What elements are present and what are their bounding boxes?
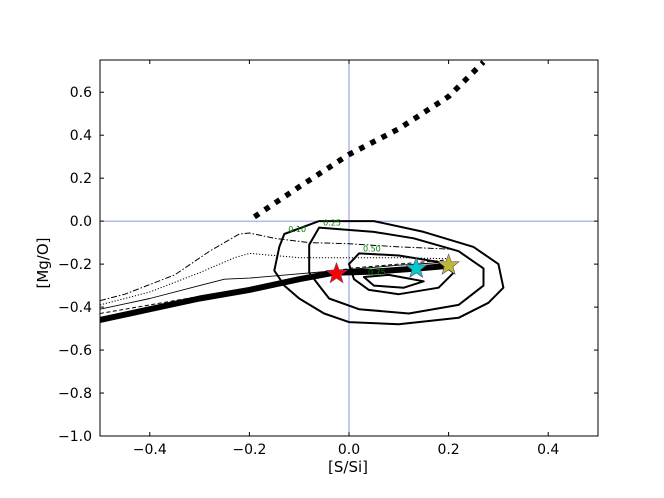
x-tick-label: −0.4 xyxy=(133,442,167,458)
y-axis-label: [Mg/O] xyxy=(34,237,52,288)
density-contour-0.25 xyxy=(308,226,485,315)
density-contour-0.10 xyxy=(273,220,505,326)
x-tick-label: −0.2 xyxy=(232,442,266,458)
contour-label-0.75: 0.75 xyxy=(368,268,386,277)
density-contour-0.75 xyxy=(362,273,425,289)
contour-label-0.10: 0.10 xyxy=(288,225,306,234)
model-curve-thick-dotted xyxy=(252,60,486,220)
y-tick-label: −0.8 xyxy=(58,386,92,402)
contour-label-0.25: 0.25 xyxy=(323,219,341,228)
x-axis-label: [S/Si] xyxy=(328,458,368,476)
y-tick-label: −0.6 xyxy=(58,343,92,359)
model-curve-dashed xyxy=(100,259,449,314)
y-tick-label: −0.2 xyxy=(58,257,92,273)
contour-label-0.50: 0.50 xyxy=(363,244,381,253)
y-tick-label: 0.0 xyxy=(70,214,92,230)
model-curve-dashdot xyxy=(100,232,449,302)
y-tick-label: 0.4 xyxy=(70,128,92,144)
x-tick-label: 0.2 xyxy=(437,442,459,458)
x-tick-label: 0.4 xyxy=(537,442,559,458)
model-curve-thin-solid xyxy=(100,261,449,310)
plot-frame xyxy=(99,59,599,437)
y-tick-label: 0.2 xyxy=(70,171,92,187)
y-tick-label: −1.0 xyxy=(58,429,92,445)
x-tick-label: 0.0 xyxy=(338,442,360,458)
star-marker xyxy=(404,256,428,279)
model-curve-thick-solid xyxy=(100,263,444,323)
model-curve-dotted xyxy=(100,252,449,306)
density-contour-0.50 xyxy=(348,252,455,296)
y-tick-label: 0.6 xyxy=(70,85,92,101)
star-marker xyxy=(325,261,348,284)
y-tick-label: −0.4 xyxy=(58,300,92,316)
star-marker xyxy=(437,253,460,275)
